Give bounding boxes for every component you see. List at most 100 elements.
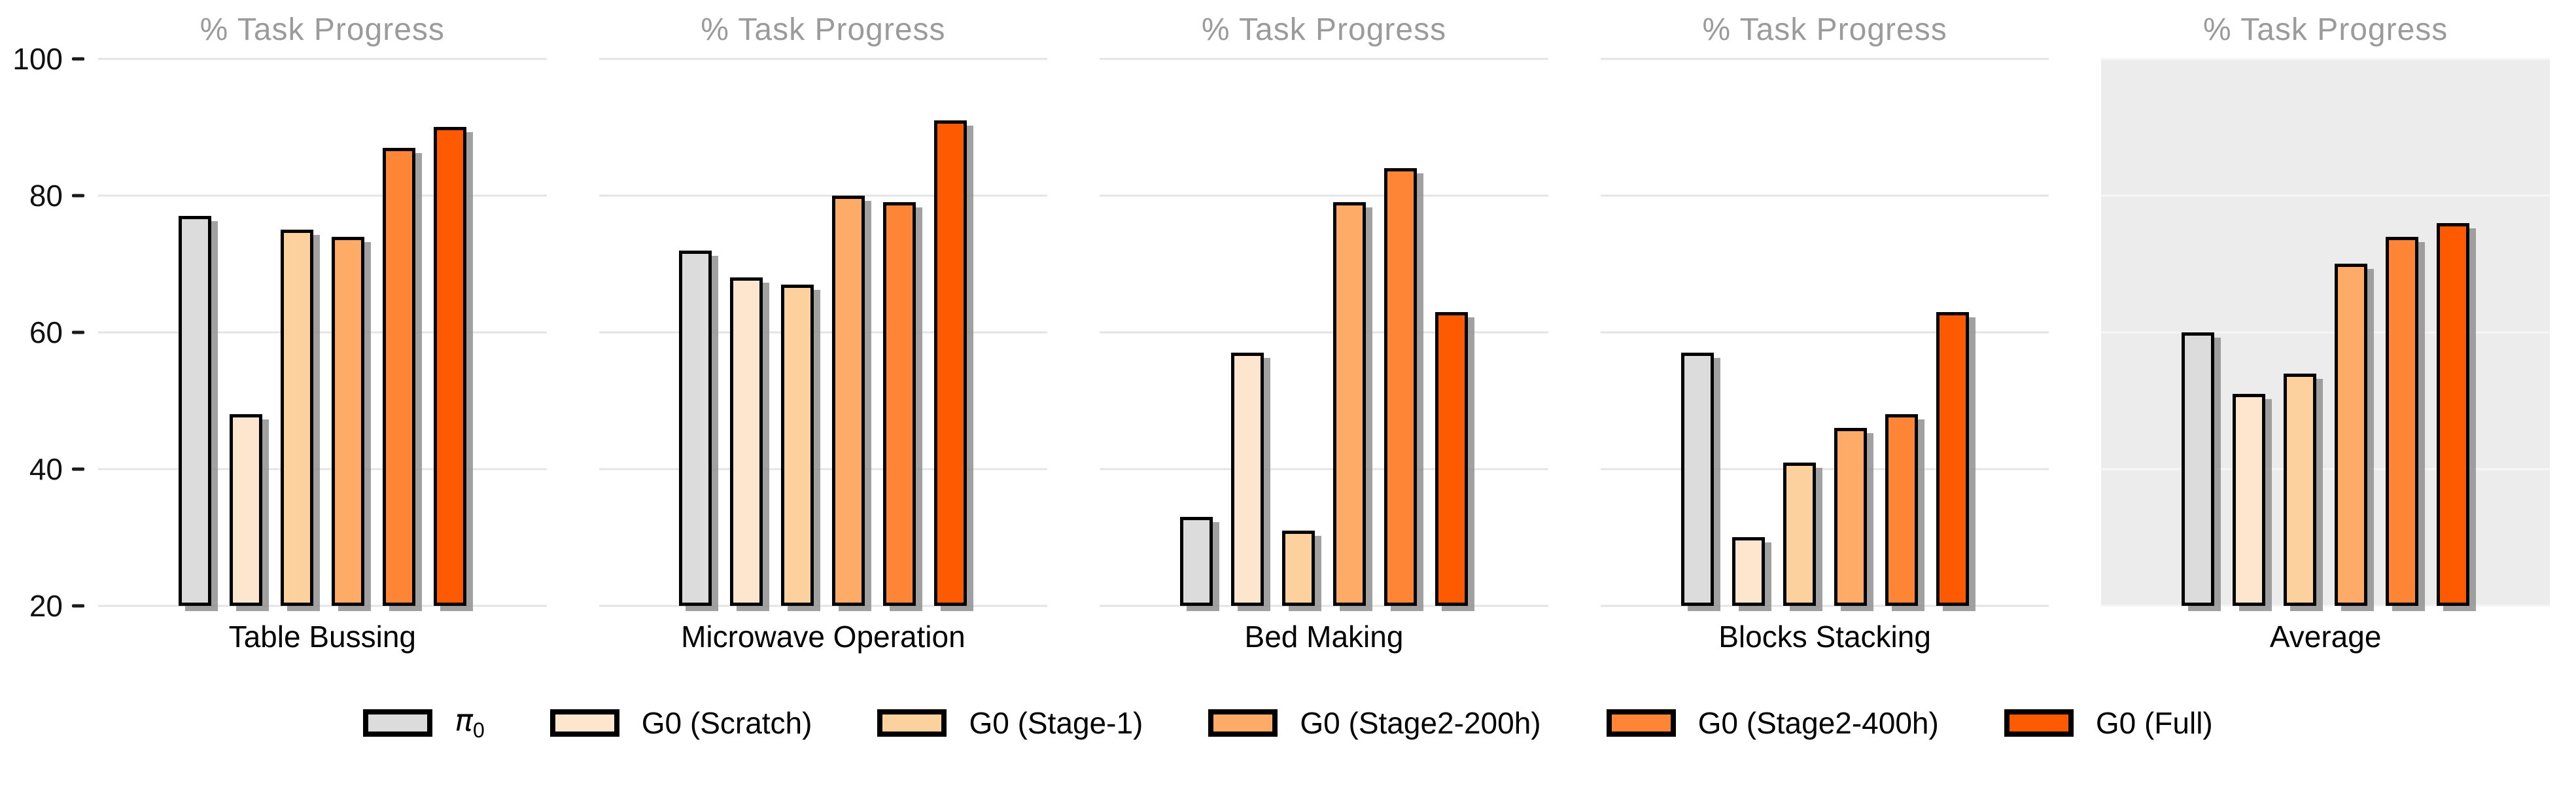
legend-item-pi0: π0 [363,705,485,741]
bar-group [1100,59,1548,606]
bar-g0-stage2-400h [382,148,415,606]
bar-g0-scratch [229,414,262,606]
bar-pi0 [1179,517,1213,606]
bar-g0-stage2-200h [1332,202,1366,606]
gridline-40 [599,468,1048,470]
y-tick-label-20: 20 [29,589,63,623]
gridline-80 [1100,194,1548,197]
gridline-80 [599,194,1048,197]
panel-microwave-operation: % Task Progress Microwave Operation [573,0,1074,654]
legend-label-g0-stage-1: G0 (Stage-1) [969,706,1143,740]
bar-g0-stage2-400h [1885,414,1918,606]
panel-table-bussing: % Task Progress 20 40 60 80 100 Table Bussing [0,0,573,654]
legend-item-g0-full: G0 (Full) [2004,708,2213,738]
bar-g0-stage-1 [781,285,814,606]
legend-swatch-g0-full [2004,709,2074,737]
bar-g0-stage2-200h [832,196,865,606]
bar-g0-full [2437,223,2470,606]
gridline-60 [1600,331,2049,334]
gridline-100 [98,58,547,60]
chart-row: % Task Progress 20 40 60 80 100 Table Bussing%… [0,0,2576,654]
legend-label-g0-stage2-200h: G0 (Stage2-200h) [1300,706,1541,740]
bar-group [1601,59,2049,606]
panel-title: % Task Progress [200,12,445,47]
bar-g0-scratch [730,277,763,606]
legend-item-g0-scratch: G0 (Scratch) [549,706,812,740]
legend: π0 G0 (Scratch) G0 (Stage-1) G0 (Stage2-200… [0,705,2576,741]
gridline-80 [98,194,547,197]
y-tick-label-80: 80 [29,179,63,213]
panel-bed-making: % Task Progress Bed Making [1073,0,1575,654]
bar-g0-scratch [1732,537,1765,606]
y-tick-mark-60 [72,330,84,334]
legend-label-g0-full: G0 (Full) [2095,706,2213,740]
bar-g0-full [433,127,466,606]
legend-label-pi0: π0 [455,703,485,742]
bar-g0-stage2-200h [331,237,364,606]
bar-g0-full [934,120,967,606]
plot-area: 20 40 60 80 100 [12,44,547,621]
legend-label-g0-scratch: G0 (Scratch) [641,706,812,740]
bar-group [599,59,1048,606]
y-tick-label-40: 40 [29,452,63,486]
gridline-60 [2101,331,2550,334]
legend-swatch-g0-stage2-400h [1606,709,1676,737]
panel-title: % Task Progress [1702,12,1947,47]
panel-title: % Task Progress [1201,12,1447,47]
bar-group [2101,59,2550,606]
bar-g0-stage2-400h [883,202,916,606]
gridline-80 [1600,194,2049,197]
gridline-20 [1100,605,1548,607]
gridline-40 [2101,468,2550,470]
bar-g0-stage-1 [2284,374,2317,606]
gridline-100 [1100,58,1548,60]
gridline-60 [599,331,1048,334]
legend-swatch-g0-stage2-200h [1208,709,1278,737]
gridline-100 [1600,58,2049,60]
gridline-20 [98,605,547,607]
bar-g0-full [1435,312,1468,606]
bar-g0-stage-1 [1281,531,1315,606]
bar-g0-full [1936,312,1969,606]
y-tick-label-100: 100 [12,42,63,76]
y-tick-mark-40 [72,467,84,471]
task-label: Average [2269,620,2382,654]
plot-area [599,58,1048,607]
bar-g0-stage2-200h [2335,264,2368,606]
task-label: Blocks Stacking [1718,620,1931,654]
y-tick-mark-80 [72,194,84,198]
legend-swatch-pi0 [363,709,433,737]
legend-swatch-g0-scratch [549,709,619,737]
legend-label-g0-stage2-400h: G0 (Stage2-400h) [1697,706,1939,740]
gridline-60 [98,331,547,334]
bar-g0-stage-1 [280,230,313,606]
bar-g0-stage2-400h [2386,237,2419,606]
legend-swatch-g0-stage-1 [877,709,947,737]
gridline-80 [2101,194,2550,197]
bar-g0-scratch [2233,394,2266,606]
panel-blocks-stacking: % Task Progress Blocks Stacking [1575,0,2076,654]
bar-g0-stage-1 [1783,463,1816,606]
bar-pi0 [2182,332,2215,606]
legend-item-g0-stage2-400h: G0 (Stage2-400h) [1606,706,1939,740]
gridline-100 [599,58,1048,60]
plot-area [1600,58,2049,607]
bar-g0-stage2-200h [1834,428,1867,606]
gridline-20 [1600,605,2049,607]
bar-g0-stage2-400h [1384,168,1417,606]
task-label: Table Bussing [228,620,416,654]
y-tick-mark-100 [72,57,84,61]
gridline-60 [1100,331,1548,334]
plot-area [1100,58,1548,607]
panel-average: % Task Progress Average [2075,0,2576,654]
gridline-20 [599,605,1048,607]
legend-item-g0-stage-1: G0 (Stage-1) [877,708,1143,738]
task-label: Microwave Operation [681,620,966,654]
panel-title: % Task Progress [701,12,946,47]
bar-g0-scratch [1230,353,1264,606]
bar-pi0 [178,216,211,606]
task-label: Bed Making [1244,620,1404,654]
bar-group [98,59,547,606]
gridline-20 [2101,605,2550,607]
